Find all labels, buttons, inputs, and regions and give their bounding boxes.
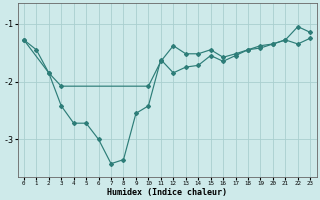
X-axis label: Humidex (Indice chaleur): Humidex (Indice chaleur) [107, 188, 227, 197]
